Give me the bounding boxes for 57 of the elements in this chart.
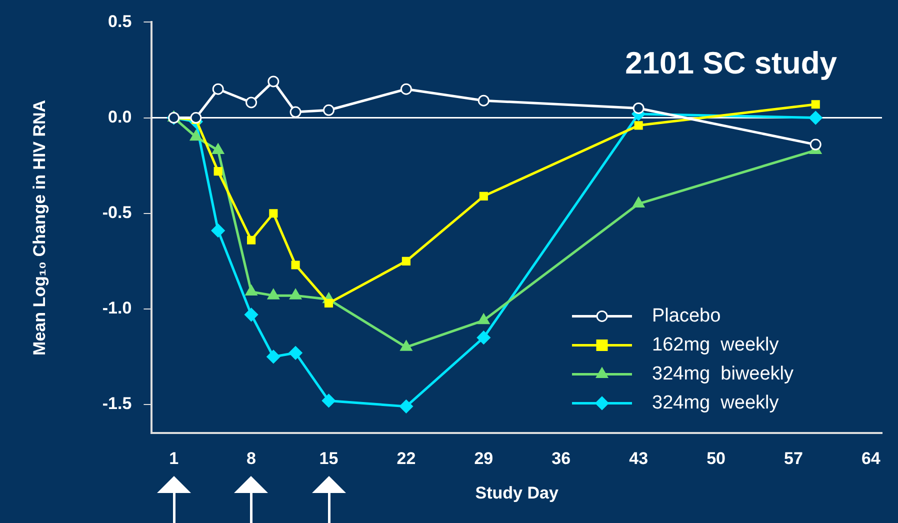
y-tick-label: 0.0 — [108, 107, 132, 126]
y-axis-title: Mean Log₁₀ Change in HIV RNA — [30, 100, 49, 356]
x-tick-label: 22 — [396, 449, 416, 468]
point — [190, 112, 202, 124]
y-tick-label: -1.5 — [102, 394, 132, 414]
point — [291, 260, 300, 270]
legend-label: 324mg biweekly — [652, 363, 794, 384]
point — [402, 256, 410, 266]
point — [324, 298, 334, 308]
x-tick-label: 64 — [861, 449, 881, 468]
x-tick-label: 8 — [246, 449, 256, 468]
point — [212, 144, 224, 154]
point — [214, 167, 222, 176]
point — [244, 308, 258, 322]
x-tick-label: 1 — [169, 449, 179, 468]
legend-label: 162mg weekly — [652, 334, 780, 356]
point — [190, 130, 202, 141]
x-tick-label: 15 — [319, 449, 338, 468]
point — [245, 284, 258, 296]
point — [632, 197, 645, 208]
point — [400, 83, 412, 95]
point — [322, 394, 336, 408]
point — [290, 106, 302, 118]
point — [269, 209, 278, 218]
x-tick-label: 29 — [474, 449, 494, 468]
x-tick-label: 36 — [552, 449, 571, 468]
point — [246, 96, 258, 108]
point — [266, 350, 280, 364]
point — [478, 94, 490, 106]
point — [399, 400, 413, 414]
point — [268, 76, 280, 88]
y-tick-label: -0.5 — [102, 203, 132, 222]
y-tick-label: -1.0 — [102, 298, 132, 318]
x-tick-label: 50 — [706, 449, 726, 468]
y-tick-label: 0.5 — [108, 12, 132, 31]
point — [212, 83, 224, 95]
point — [811, 100, 820, 109]
point — [478, 314, 490, 324]
point — [290, 288, 302, 300]
x-axis-title: Study Day — [475, 483, 559, 502]
x-tick-label: 43 — [629, 449, 648, 468]
legend-label: Placebo — [652, 305, 721, 326]
point — [479, 192, 488, 200]
point — [810, 138, 822, 150]
point — [808, 111, 822, 125]
point — [476, 330, 490, 344]
point — [267, 288, 280, 300]
point — [322, 104, 334, 116]
point — [400, 340, 412, 351]
legend-label: 324mg weekly — [652, 392, 780, 414]
x-tick-label: 57 — [784, 449, 803, 468]
point — [246, 236, 256, 244]
text: 2101 SC study — [625, 46, 838, 81]
point — [632, 102, 644, 114]
point — [634, 121, 643, 130]
point — [288, 346, 302, 360]
point — [211, 224, 225, 238]
